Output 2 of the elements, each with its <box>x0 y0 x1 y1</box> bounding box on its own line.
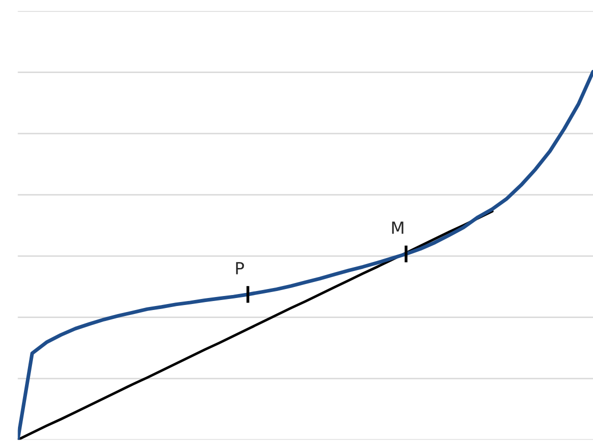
annotation: P <box>236 262 244 274</box>
annotation: M <box>392 222 404 234</box>
